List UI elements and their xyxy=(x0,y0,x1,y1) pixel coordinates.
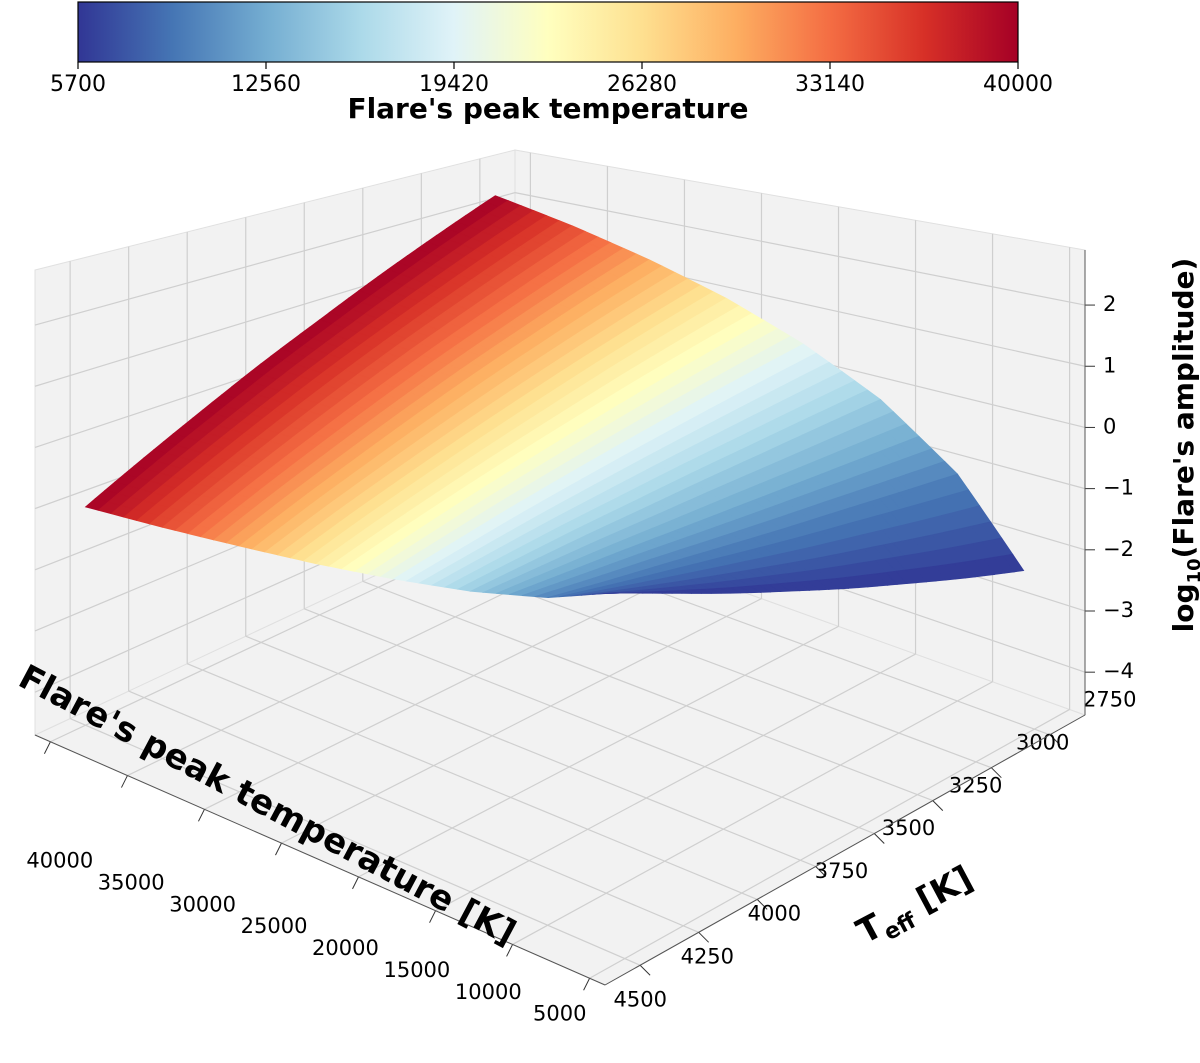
z-axis-label-main: log xyxy=(1167,583,1200,632)
grid-line xyxy=(589,708,1070,979)
colorbar-tick-label: 40000 xyxy=(983,72,1053,97)
surface-patch xyxy=(602,592,624,595)
x-tick-label: 5000 xyxy=(533,1002,586,1026)
z-axis-label-rest: (Flare's amplitude) xyxy=(1167,258,1200,559)
z-axis-label-sub: 10 xyxy=(1184,558,1200,583)
x-tick xyxy=(43,741,51,754)
grid-line xyxy=(128,690,699,933)
z-tick-label: −3 xyxy=(1103,598,1134,622)
grid-line xyxy=(304,608,875,835)
x-tick-label: 35000 xyxy=(98,871,165,895)
y-tick-label: 4250 xyxy=(681,945,734,969)
x-tick xyxy=(583,978,591,991)
z-tick-label: 1 xyxy=(1103,353,1116,377)
axes: 5000100001500020000250003000035000400002… xyxy=(26,250,1136,1026)
x-tick-label: 30000 xyxy=(169,892,236,916)
z-tick-label: −2 xyxy=(1103,537,1134,561)
y-tick-label: 3000 xyxy=(1016,730,1069,754)
colorbar xyxy=(77,1,1019,63)
grid-line xyxy=(514,192,1086,306)
y-tick-label: 4500 xyxy=(614,987,667,1011)
z-tick-label: −1 xyxy=(1103,476,1134,500)
x-tick xyxy=(352,876,359,890)
grid-line xyxy=(245,635,816,868)
y-tick xyxy=(932,800,944,811)
grid-line xyxy=(512,681,993,945)
x-tick-label: 25000 xyxy=(241,914,308,938)
colorbar-label: Flare's peak temperature xyxy=(347,92,748,125)
grid-line xyxy=(435,653,916,912)
z-tick-label: 2 xyxy=(1103,292,1116,316)
y-tick xyxy=(756,899,768,910)
colorbar-tick-label: 12560 xyxy=(231,72,301,97)
z-tick-label: −4 xyxy=(1103,659,1134,683)
y-tick-label: 3750 xyxy=(815,859,868,883)
x-tick xyxy=(198,809,205,822)
x-tick-label: 40000 xyxy=(26,849,93,873)
grid-line xyxy=(204,570,685,810)
y-tick xyxy=(698,931,710,943)
x-tick xyxy=(506,944,514,957)
surface xyxy=(84,195,1025,598)
grid-line xyxy=(358,625,839,878)
z-axis-label: log10(Flare's amplitude) xyxy=(1167,258,1200,633)
colorbar-tick-label: 26280 xyxy=(607,72,677,97)
y-tick xyxy=(990,767,1002,779)
z-tick-label: 0 xyxy=(1103,414,1116,438)
y-tick xyxy=(815,866,827,877)
colorbar-tick-label: 33140 xyxy=(795,72,865,97)
grid-line xyxy=(34,192,516,326)
y-tick xyxy=(1049,734,1061,746)
grid-line xyxy=(281,598,762,844)
colorbar-tick-label: 5700 xyxy=(50,72,106,97)
x-tick-label: 10000 xyxy=(455,980,522,1004)
axis-line xyxy=(34,734,606,986)
grid-line xyxy=(186,663,758,900)
grid-line xyxy=(362,580,934,802)
x-tick xyxy=(429,910,436,923)
y-tick xyxy=(873,833,885,844)
y-axis-label: Teff [K] xyxy=(850,858,982,957)
grid-line xyxy=(69,717,641,966)
y-tick-label: 2750 xyxy=(1083,688,1136,712)
x-tick-label: 20000 xyxy=(312,936,379,960)
y-tick-label: 4000 xyxy=(748,902,801,926)
colorbar-tick-label: 19420 xyxy=(419,72,489,97)
y-tick xyxy=(639,964,651,976)
axis-line xyxy=(604,714,1086,986)
x-tick-label: 15000 xyxy=(383,958,450,982)
y-tick-label: 3250 xyxy=(949,773,1002,797)
x-tick xyxy=(275,842,282,856)
y-tick-label: 3500 xyxy=(882,816,935,840)
x-tick xyxy=(120,775,128,788)
